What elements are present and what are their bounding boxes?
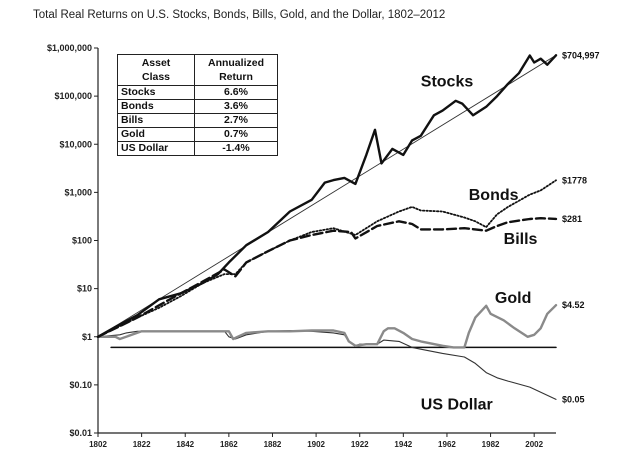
- end-value-label-stocks: $704,997: [562, 50, 600, 60]
- table-cell-return: 6.6%: [194, 85, 278, 100]
- table-row: Bills 2.7%: [117, 113, 278, 128]
- x-tick-label: 1802: [89, 440, 107, 449]
- series-annotation-bills: Bills: [504, 231, 538, 248]
- header-line: Class: [141, 71, 171, 83]
- end-value-label-bonds: $1778: [562, 175, 587, 185]
- x-tick-label: 1962: [438, 440, 456, 449]
- table-cell-asset: US Dollar: [117, 141, 195, 156]
- table-cell-asset: Stocks: [117, 85, 195, 100]
- x-tick-label: 1822: [133, 440, 151, 449]
- table-row: Stocks 6.6%: [117, 85, 278, 100]
- y-tick-label: $100: [72, 236, 92, 246]
- table-cell-asset: Bonds: [117, 99, 195, 114]
- x-tick-label: 1862: [220, 440, 238, 449]
- end-value-label-gold: $4.52: [562, 300, 585, 310]
- y-tick-label: $0.10: [69, 380, 92, 390]
- x-tick-label: 1982: [482, 440, 500, 449]
- chart-title: Total Real Returns on U.S. Stocks, Bonds…: [33, 9, 446, 21]
- x-tick-label: 1902: [307, 440, 325, 449]
- series-line-trend-line: [97, 54, 557, 338]
- table-cell-return: 2.7%: [194, 113, 278, 128]
- y-tick-label: $0.01: [69, 428, 92, 438]
- series-annotation-bonds: Bonds: [469, 187, 519, 204]
- y-tick-label: $100,000: [54, 91, 92, 101]
- table-row: US Dollar -1.4%: [117, 141, 278, 156]
- series-line-gold: [96, 304, 558, 349]
- table-cell-return: 3.6%: [194, 99, 278, 114]
- y-tick-label: $10: [77, 284, 92, 294]
- table-cell-return: 0.7%: [194, 127, 278, 142]
- series-annotation-us-dollar: US Dollar: [421, 396, 493, 413]
- end-value-label-us-dollar: $0.05: [562, 394, 585, 404]
- series-annotation-gold: Gold: [495, 290, 531, 307]
- table-cell-return: -1.4%: [194, 141, 278, 156]
- table-cell-asset: Gold: [117, 127, 195, 142]
- y-tick-label: $1,000: [64, 187, 92, 197]
- y-tick-label: $1,000,000: [47, 43, 92, 53]
- y-tick-label: $1: [82, 332, 92, 342]
- table-header-row: Asset Class Annualized Return: [117, 54, 278, 86]
- x-tick-label: 1842: [176, 440, 194, 449]
- series-line-bonds: [97, 179, 557, 338]
- series-line-us-dollar: [97, 329, 557, 400]
- series-annotation-stocks: Stocks: [421, 73, 474, 90]
- x-tick-label: 1922: [351, 440, 369, 449]
- x-tick-label: 1882: [264, 440, 282, 449]
- x-tick-label: 1942: [394, 440, 412, 449]
- table-cell-asset: Bills: [117, 113, 195, 128]
- table-header-annualized-return: Annualized Return: [194, 54, 278, 86]
- annualized-return-table: Asset Class Annualized Return Stocks 6.6…: [117, 54, 278, 156]
- header-line: Annualized: [207, 57, 264, 69]
- x-tick-label: 2002: [525, 440, 543, 449]
- y-tick-label: $10,000: [59, 139, 92, 149]
- table-header-asset-class: Asset Class: [117, 54, 195, 86]
- header-line: Return: [219, 71, 253, 83]
- table-row: Gold 0.7%: [117, 127, 278, 142]
- table-row: Bonds 3.6%: [117, 99, 278, 114]
- end-value-label-bills: $281: [562, 214, 582, 224]
- series-line-stocks: [96, 54, 558, 338]
- header-line: Asset: [141, 57, 171, 69]
- series-line-bills: [96, 216, 558, 338]
